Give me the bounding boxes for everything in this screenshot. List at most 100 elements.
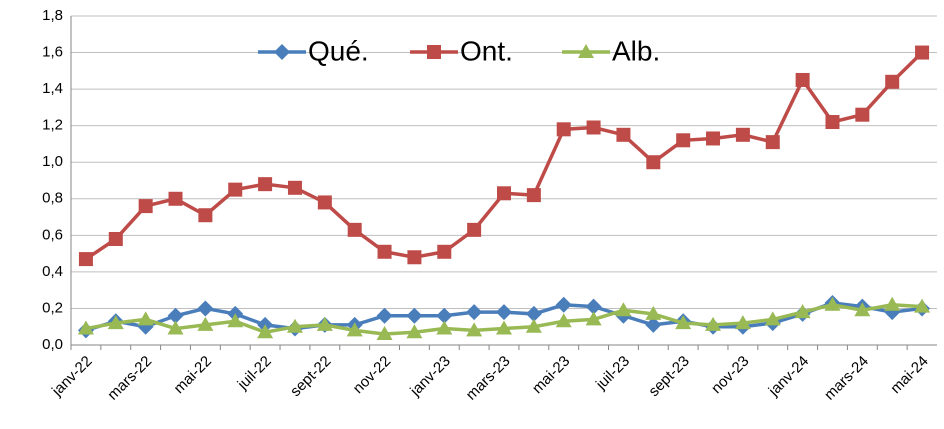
point [317,195,332,210]
point [78,252,93,267]
x-tick-label: mai-24 [887,353,931,397]
point [585,311,602,326]
point [77,320,94,335]
point [437,244,452,259]
point [735,127,750,142]
point [497,186,511,201]
y-tick-label: 0,8 [42,190,63,207]
legend-label: Alb. [612,35,660,66]
point [645,305,662,320]
point [675,315,692,330]
x-tick-label: nov-22 [350,353,394,397]
point [526,188,541,203]
point [138,199,153,214]
point [646,155,661,170]
point [376,307,393,324]
point [286,318,303,333]
point [555,313,572,328]
x-tick-label: sept-23 [645,353,692,400]
point [257,324,274,339]
y-tick-label: 1,2 [42,117,63,134]
x-tick-label: mars-23 [463,353,514,404]
y-tick-label: 1,6 [42,44,63,61]
point [496,304,512,321]
point [824,296,841,311]
point [197,316,214,331]
point [706,131,721,146]
legend-label: Ont. [460,35,513,66]
y-tick-label: 0,0 [42,336,63,353]
point [556,122,571,137]
point [407,250,422,265]
point [496,320,512,335]
point [436,307,453,324]
point [197,300,214,317]
point [107,315,124,330]
point [466,304,483,321]
x-tick-label: janv-23 [406,353,454,401]
point [825,115,840,130]
point [467,222,482,237]
point [764,311,781,326]
point [585,298,602,315]
point [168,191,183,206]
legend-marker [427,45,441,59]
point [765,135,780,150]
point [316,316,333,331]
point [346,322,363,337]
x-tick-label: janv-22 [48,353,96,401]
point [854,302,871,317]
point [734,315,751,330]
point [914,298,931,313]
point [795,72,810,87]
point [615,302,632,317]
point [884,296,901,311]
x-tick-label: mai-23 [529,353,573,397]
legend-label: Qué. [308,35,369,66]
legend-marker [578,44,594,58]
x-tick-label: mars-24 [821,353,872,404]
legend-marker [274,44,290,60]
y-tick-label: 1,8 [42,7,63,24]
point [705,316,722,331]
point [586,120,601,135]
x-tick-label: juil-22 [234,353,275,394]
point [376,326,393,341]
point [616,127,631,142]
x-tick-label: sept-22 [287,353,334,400]
y-tick-label: 1,0 [42,153,63,170]
point [645,316,662,333]
point [108,231,123,246]
point [287,180,302,195]
point [555,296,572,313]
x-tick-label: janv-24 [765,353,813,401]
y-tick-label: 1,4 [42,80,63,97]
point [855,107,870,122]
point [406,324,423,339]
point [676,133,691,148]
y-tick-label: 0,4 [42,263,63,280]
point [525,305,542,322]
point [228,182,243,197]
point [885,74,900,89]
point [794,304,811,319]
y-tick-label: 0,2 [42,299,63,316]
x-tick-label: juil-23 [592,353,633,394]
x-tick-label: mars-22 [104,353,155,404]
point [436,320,453,335]
point [347,222,362,237]
point [137,311,154,326]
x-tick-label: mai-22 [171,353,215,397]
point [915,45,930,60]
point [466,322,483,337]
point [377,244,392,259]
x-tick-label: nov-23 [708,353,752,397]
point [525,318,542,333]
point [406,307,423,324]
point [167,320,184,335]
point [258,177,273,192]
point [227,313,244,328]
y-tick-label: 0,6 [42,226,63,243]
point [198,208,213,223]
